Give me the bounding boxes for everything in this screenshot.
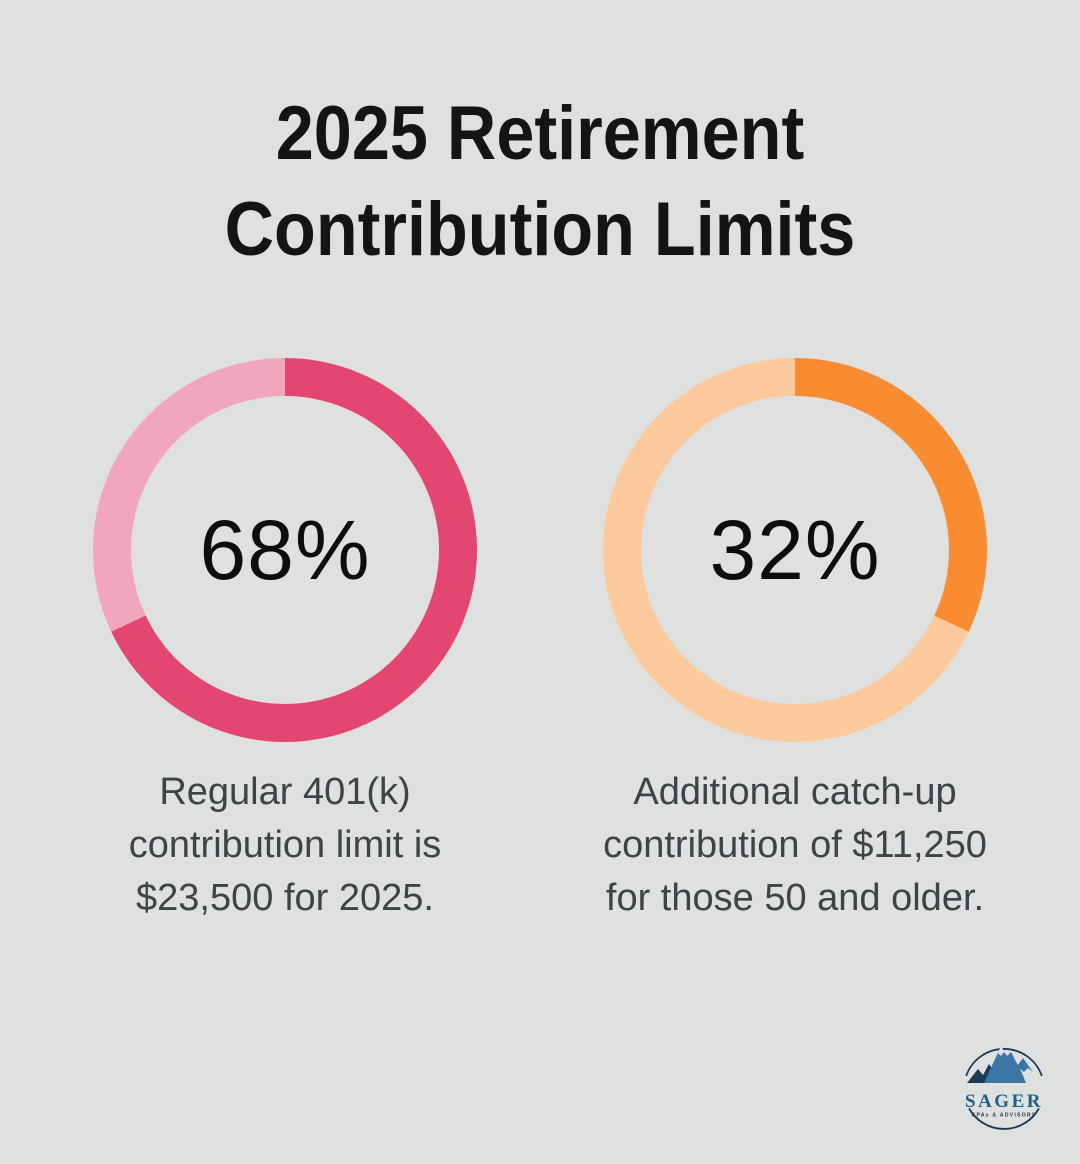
- logo-tagline: CPAs & ADVISORS: [972, 1113, 1037, 1119]
- caption-regular-401k: Regular 401(k) contribution limit is $23,5…: [128, 771, 442, 919]
- donut-hole: 32%: [641, 396, 949, 704]
- mountain-small-peak-shape: [1014, 1058, 1033, 1072]
- logo-circle-bottom-arc: [968, 1108, 1040, 1130]
- sager-logo-emblem: SAGER CPAs & ADVISORS: [965, 1046, 1043, 1130]
- caption-catch-up: Additional catch-up contribution of $11,2…: [603, 771, 987, 919]
- donut-chart-catch-up: 32%: [603, 358, 987, 742]
- donut-percent-label: 68%: [199, 502, 371, 597]
- mountain-main-peak-shape: [984, 1046, 1026, 1083]
- mountain-icon: [967, 1046, 1033, 1083]
- sager-logo: SAGER CPAs & ADVISORS: [954, 1042, 1054, 1142]
- mountain-snowcap-shape: [996, 1046, 1007, 1057]
- donut-chart-regular-401k: 68%: [93, 358, 477, 742]
- logo-wordmark: SAGER: [965, 1091, 1043, 1112]
- donut-hole: 68%: [131, 396, 439, 704]
- logo-circle-top-arc: [965, 1048, 1043, 1077]
- donut-percent-label: 32%: [709, 502, 881, 597]
- page-title: 2025 Retirement Contribution Limits: [224, 91, 856, 272]
